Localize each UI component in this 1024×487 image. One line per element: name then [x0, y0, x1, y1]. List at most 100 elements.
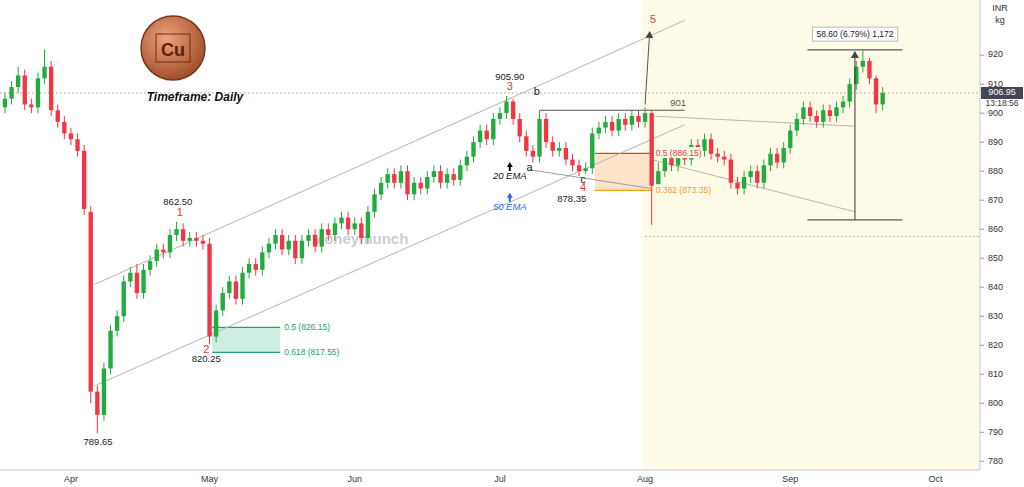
- candle-body: [590, 133, 594, 168]
- candle-body: [29, 104, 33, 107]
- candle-body: [663, 157, 667, 172]
- coin: [141, 16, 205, 80]
- candle-body: [808, 107, 812, 116]
- candle-body: [544, 119, 548, 142]
- y-tick-label: 920: [988, 49, 1003, 59]
- trend-line: [95, 20, 685, 284]
- candle-body: [392, 174, 396, 183]
- fib-level: [595, 190, 652, 191]
- candle-body: [537, 119, 541, 157]
- annotation-arrow: [507, 193, 513, 202]
- candle-body: [313, 235, 317, 247]
- annotation: a: [527, 161, 534, 173]
- candle-body: [564, 148, 568, 160]
- fib-level: [212, 327, 280, 328]
- y-tick: [980, 142, 984, 143]
- y-tick: [980, 287, 984, 288]
- candle-body: [366, 212, 370, 238]
- candle-body: [458, 165, 462, 180]
- y-tick-label: 840: [988, 282, 1003, 292]
- y-tick-label: 830: [988, 311, 1003, 321]
- candle-body: [135, 273, 139, 293]
- y-tick-label: 850: [988, 253, 1003, 263]
- candle-body: [227, 281, 231, 293]
- annotation: 901: [670, 97, 686, 108]
- fib-zone: [212, 327, 280, 352]
- candle-body: [155, 250, 159, 262]
- candle-body: [95, 392, 99, 415]
- trend-line: [539, 110, 684, 111]
- candle-body: [722, 157, 726, 160]
- candle-body: [379, 183, 383, 195]
- trend-line: [530, 170, 652, 189]
- y-tick: [980, 258, 984, 259]
- candle-body: [762, 165, 766, 182]
- y-tick: [980, 171, 984, 172]
- candle-body: [524, 136, 528, 151]
- fib-label: 0.382 (873.35): [656, 185, 711, 195]
- y-subunit: kg: [995, 15, 1005, 25]
- y-tick: [980, 432, 984, 433]
- candle-body: [781, 148, 785, 163]
- candle-body: [755, 171, 759, 183]
- candle-body: [254, 264, 258, 270]
- candle-body: [188, 238, 192, 241]
- candle-body: [207, 244, 211, 337]
- candle-body: [23, 75, 27, 104]
- candle-body: [795, 119, 799, 131]
- candle-body: [498, 113, 502, 119]
- y-tick: [980, 55, 984, 56]
- candle-body: [36, 78, 40, 107]
- candle-body: [518, 119, 522, 136]
- y-tick-label: 800: [988, 398, 1003, 408]
- candle-body: [399, 171, 403, 183]
- candle-body: [788, 131, 792, 148]
- annotation: 820.25: [192, 353, 221, 364]
- y-tick: [980, 461, 984, 462]
- annotation: 3: [507, 80, 513, 92]
- annotation: 50 EMA: [493, 201, 527, 212]
- fib-level: [595, 153, 652, 154]
- trend-line: [645, 236, 980, 237]
- y-tick-label: 890: [988, 137, 1003, 147]
- candle-body: [122, 281, 126, 316]
- candle-body: [597, 128, 601, 134]
- trend-line: [95, 125, 685, 386]
- candle-body: [748, 171, 752, 177]
- candle-body: [577, 165, 581, 171]
- candle-body: [240, 273, 244, 299]
- candle-body: [102, 368, 106, 414]
- candle-body: [715, 154, 719, 157]
- y-unit: INR: [992, 3, 1008, 13]
- measure-label-box: [812, 27, 897, 41]
- candle-body: [16, 75, 20, 87]
- candle-body: [419, 183, 423, 189]
- candle-body: [880, 93, 884, 105]
- candle-body: [478, 131, 482, 143]
- x-tick-label: Jun: [347, 474, 362, 484]
- coin-icon: Cu: [141, 16, 205, 80]
- candle-body: [412, 183, 416, 195]
- y-tick-label: 900: [988, 108, 1003, 118]
- y-tick: [980, 345, 984, 346]
- candle-body: [320, 229, 324, 246]
- x-tick-label: Jul: [494, 474, 506, 484]
- candle-body: [181, 229, 185, 241]
- candle-body: [353, 223, 357, 229]
- trend-line: [652, 160, 855, 212]
- candle-body: [300, 241, 304, 258]
- annotation: 5: [650, 13, 656, 25]
- candle-body: [326, 229, 330, 235]
- candle-body: [405, 171, 409, 194]
- candle-body: [828, 110, 832, 116]
- fib-zone: [595, 153, 652, 190]
- candle-body: [141, 270, 145, 293]
- candle-body: [861, 61, 865, 67]
- candle-body: [214, 310, 218, 336]
- candle-body: [75, 139, 79, 151]
- y-tick-label: 780: [988, 456, 1003, 466]
- candle-body: [610, 122, 614, 131]
- candle-body: [485, 131, 489, 140]
- candle-body: [89, 212, 93, 392]
- candle-body: [108, 331, 112, 369]
